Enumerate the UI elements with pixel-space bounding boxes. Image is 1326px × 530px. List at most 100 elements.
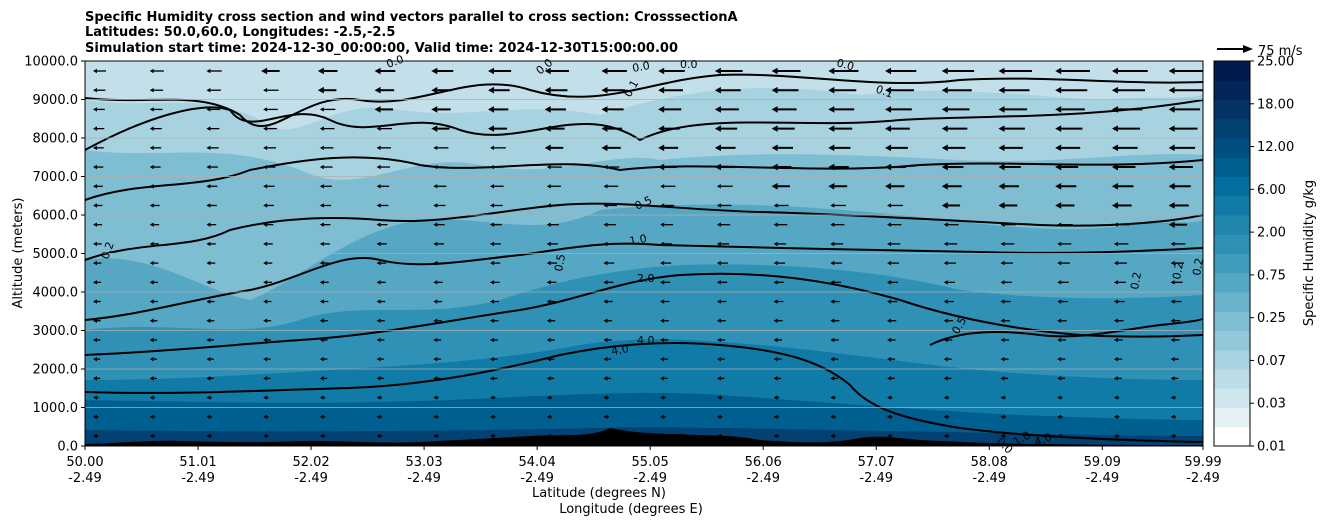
wind-vector-head	[941, 106, 948, 113]
colorbar-segment	[1214, 407, 1250, 428]
wind-vector-head	[546, 414, 551, 419]
contour-label: 0.0	[385, 53, 406, 71]
x-tick-label-lon: -2.49	[294, 471, 328, 486]
wind-vector-head	[887, 337, 892, 343]
wind-vector-head	[93, 126, 97, 131]
wind-vector-head	[490, 260, 495, 266]
wind-vector-head	[431, 106, 438, 113]
colorbar-segment	[1214, 330, 1250, 351]
wind-vector-head	[1170, 414, 1175, 419]
wind-vector-head	[1113, 318, 1118, 323]
colorbar-tick-label: 0.03	[1257, 397, 1286, 412]
wind-vector-head	[376, 222, 381, 227]
wind-vector-head	[943, 395, 948, 400]
wind-vector-head	[603, 414, 608, 419]
wind-vector-head	[490, 337, 495, 343]
wind-vector-head	[885, 106, 892, 113]
colorbar-tick-label: 0.25	[1257, 311, 1286, 326]
wind-vector-head	[1057, 395, 1062, 400]
wind-vector-head	[885, 163, 892, 171]
wind-vector-head	[431, 86, 438, 94]
wind-vector-head	[206, 433, 211, 439]
colorbar-segment	[1214, 388, 1250, 408]
wind-vector-head	[660, 376, 665, 381]
wind-vector-head	[490, 164, 495, 170]
wind-vector-head	[206, 164, 211, 170]
contour-label: 0.5	[552, 253, 568, 272]
contour-line	[85, 156, 1203, 201]
wind-vector-head	[263, 337, 268, 343]
wind-vector-head	[603, 164, 608, 170]
contour-label: 1.0	[628, 232, 647, 248]
wind-vector-head	[716, 260, 721, 266]
wind-vector-head	[319, 241, 324, 247]
y-axis-label: Altitude (meters)	[11, 198, 26, 309]
wind-vector-head	[1057, 337, 1062, 343]
wind-vector-head	[206, 68, 211, 74]
wind-vector-head	[887, 203, 892, 208]
wind-vector-head	[263, 222, 268, 227]
wind-vector-head	[1170, 280, 1175, 285]
wind-vector-head	[714, 67, 721, 75]
wind-vector-head	[716, 318, 721, 323]
contour-label: 0.2	[1190, 257, 1206, 276]
wind-vector-head	[601, 106, 608, 113]
wind-vector-head	[603, 184, 608, 189]
wind-vector-head	[319, 414, 324, 419]
wind-vector-head	[1055, 86, 1062, 94]
wind-vector-head	[544, 86, 551, 94]
wind-vector-head	[433, 164, 438, 170]
wind-vector-head	[544, 67, 551, 75]
wind-vector-head	[1170, 260, 1175, 266]
wind-vector-head	[319, 184, 324, 189]
wind-vector-head	[1168, 86, 1175, 94]
wind-vector-head	[206, 356, 211, 362]
wind-vector-head	[887, 299, 892, 304]
colorbar-segment	[1214, 311, 1250, 331]
wind-vector-head	[887, 433, 892, 439]
wind-vector-head	[317, 86, 324, 94]
x-tick-label-lon: -2.49	[181, 471, 215, 486]
contour-label: 4.0	[1033, 431, 1054, 449]
wind-vector-head	[771, 86, 778, 94]
contour-label: 0.2	[1170, 261, 1186, 280]
wind-vector-head	[716, 184, 721, 189]
wind-vector-head	[1170, 433, 1175, 439]
x-tick-label-lat: 59.99	[1184, 455, 1221, 470]
x-axis-label-latitude: Latitude (degrees N)	[532, 486, 666, 501]
wind-vector-head	[546, 299, 551, 304]
x-tick-label-lon: -2.49	[520, 471, 554, 486]
wind-vector-head	[488, 86, 495, 94]
wind-vector-head	[943, 260, 948, 266]
wind-vector-head	[1111, 67, 1118, 75]
wind-vector-head	[206, 337, 211, 343]
wind-vector-head	[546, 356, 551, 362]
wind-vector-head	[490, 433, 495, 439]
wind-vector-head	[941, 182, 948, 190]
wind-vector-head	[149, 107, 154, 112]
chart-title-line-2: Latitudes: 50.0,60.0, Longitudes: -2.5,-…	[85, 25, 395, 40]
wind-vector-head	[149, 241, 154, 247]
wind-vector-head	[660, 356, 665, 362]
wind-vector-head	[433, 280, 438, 285]
wind-vector-head	[93, 184, 97, 189]
wind-vector-head	[1113, 395, 1118, 400]
wind-vector-head	[490, 356, 495, 362]
wind-vector-head	[376, 145, 381, 151]
contour-line	[85, 202, 1203, 261]
wind-vector-head	[828, 182, 835, 190]
colorbar-tick-label: 0.07	[1257, 354, 1286, 369]
wind-vector-head	[149, 88, 154, 93]
wind-vector-head	[1168, 125, 1175, 132]
wind-vector-head	[206, 318, 211, 323]
wind-vector-head	[93, 414, 97, 419]
wind-vector-head	[1000, 299, 1005, 304]
wind-vector-head	[546, 395, 551, 400]
colorbar: 0.01 0.03 0.07 0.25 0.75 2.00 6.00 12.00 18.00 25…	[1213, 55, 1294, 455]
wind-vector-head	[263, 299, 268, 304]
wind-vector-head	[773, 203, 778, 208]
wind-vector-head	[546, 184, 551, 189]
wind-vector-head	[830, 299, 835, 304]
x-tick-label-lat: 54.04	[519, 455, 556, 470]
